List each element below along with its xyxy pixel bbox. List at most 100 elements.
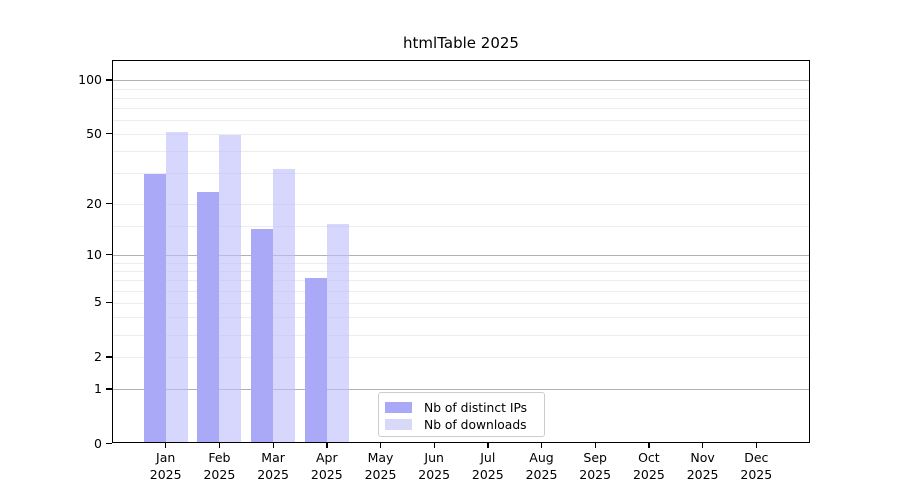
x-tick-month: Dec: [744, 450, 769, 465]
x-tick-year: 2025: [686, 467, 719, 482]
gridline-minor: [113, 225, 809, 227]
y-axis-tick: [106, 133, 112, 135]
x-axis-tick: [755, 443, 758, 448]
y-tick-label: 10: [86, 246, 102, 262]
gridline-minor: [113, 97, 809, 99]
x-tick-label: Apr 2025: [297, 449, 357, 483]
y-axis-tick: [106, 443, 112, 445]
legend-swatch-downloads: [385, 419, 412, 430]
gridline-major: [113, 80, 809, 82]
x-axis-tick: [541, 443, 543, 448]
x-tick-label: Jun 2025: [404, 449, 464, 483]
x-axis-tick: [165, 443, 167, 448]
y-tick-label: 20: [86, 195, 102, 211]
x-axis-tick: [648, 443, 650, 448]
y-axis-tick: [106, 203, 112, 205]
gridline-minor: [113, 302, 809, 304]
x-tick-year: 2025: [149, 467, 182, 482]
x-axis-tick: [433, 443, 435, 448]
gridline-minor: [113, 88, 809, 90]
x-tick-label: Jan 2025: [136, 449, 196, 483]
x-tick-month: Feb: [208, 450, 231, 465]
x-tick-label: Mar 2025: [243, 449, 303, 483]
y-tick-label: 5: [94, 294, 102, 310]
x-tick-year: 2025: [525, 467, 558, 482]
gridline-minor: [113, 134, 809, 136]
x-tick-label: Nov 2025: [673, 449, 733, 483]
legend-label-distinct-ips: Nb of distinct IPs: [424, 400, 528, 415]
gridline-major: [113, 255, 809, 256]
x-tick-month: May: [367, 450, 394, 465]
x-tick-year: 2025: [471, 467, 504, 482]
x-axis-tick: [218, 443, 221, 448]
y-axis-tick: [106, 301, 112, 304]
x-tick-label: Feb 2025: [189, 449, 249, 483]
x-tick-month: Sep: [583, 450, 607, 465]
x-tick-year: 2025: [257, 467, 289, 482]
gridline-minor: [113, 290, 809, 292]
y-tick-label: 0: [94, 435, 102, 451]
y-tick-label: 50: [86, 125, 102, 141]
x-axis-tick: [272, 443, 274, 448]
bar-jan-distinct-ips: [143, 174, 166, 442]
gridline-minor: [113, 120, 809, 121]
x-tick-label: May 2025: [351, 449, 411, 483]
gridline-minor: [113, 262, 809, 264]
y-tick-label: 1: [94, 380, 102, 396]
x-tick-year: 2025: [310, 467, 343, 482]
x-axis-tick: [702, 443, 704, 448]
y-axis-tick: [106, 356, 112, 358]
x-axis-tick: [326, 443, 328, 448]
bar-feb-downloads: [219, 135, 242, 442]
x-tick-month: Jun: [424, 450, 444, 465]
x-tick-month: Mar: [261, 450, 285, 465]
x-tick-year: 2025: [579, 467, 612, 482]
gridline-minor: [113, 280, 809, 282]
gridline-minor: [113, 334, 809, 336]
x-axis-tick: [380, 443, 382, 448]
bar-mar-downloads: [273, 168, 296, 442]
gridline-minor: [113, 173, 809, 175]
gridline-minor: [113, 151, 809, 153]
y-axis-tick: [106, 79, 112, 81]
bar-feb-distinct-ips: [197, 191, 220, 442]
gridline-minor: [113, 357, 809, 359]
x-tick-year: 2025: [364, 467, 397, 482]
x-tick-month: Oct: [638, 450, 660, 465]
legend-swatch-distinct-ips: [385, 402, 412, 413]
gridline-major: [113, 389, 809, 391]
x-tick-label: Jul 2025: [458, 449, 518, 483]
gridline-minor: [113, 204, 809, 206]
x-tick-month: Nov: [690, 450, 715, 465]
legend-label-downloads: Nb of downloads: [424, 417, 527, 432]
x-tick-month: Jan: [156, 450, 176, 465]
x-tick-year: 2025: [418, 467, 451, 482]
x-tick-label: Aug 2025: [512, 449, 572, 483]
gridline-minor: [113, 108, 809, 110]
y-tick-label: 2: [94, 348, 102, 364]
x-tick-year: 2025: [740, 467, 773, 482]
x-tick-month: Aug: [529, 450, 554, 465]
bar-apr-distinct-ips: [304, 278, 327, 442]
x-axis-tick: [487, 443, 489, 448]
x-tick-label: Sep 2025: [565, 449, 625, 483]
plot-area: Nb of distinct IPs Nb of downloads: [112, 60, 810, 443]
y-tick-label: 100: [78, 71, 102, 87]
bar-jan-downloads: [165, 132, 188, 442]
x-tick-month: Jul: [480, 450, 496, 465]
bar-mar-distinct-ips: [251, 228, 274, 442]
legend-item-distinct-ips: Nb of distinct IPs: [385, 399, 544, 416]
x-tick-label: Dec 2025: [726, 449, 786, 483]
y-axis-tick: [106, 388, 112, 390]
chart-title: htmlTable 2025: [403, 34, 519, 52]
x-tick-year: 2025: [203, 467, 236, 482]
gridline-minor: [113, 270, 809, 272]
legend: Nb of distinct IPs Nb of downloads: [378, 392, 545, 437]
gridline-minor: [113, 317, 809, 319]
y-axis-tick: [106, 254, 112, 256]
x-axis-tick: [594, 443, 596, 448]
x-tick-label: Oct 2025: [619, 449, 679, 483]
legend-item-downloads: Nb of downloads: [385, 416, 544, 433]
bar-apr-downloads: [326, 223, 349, 442]
